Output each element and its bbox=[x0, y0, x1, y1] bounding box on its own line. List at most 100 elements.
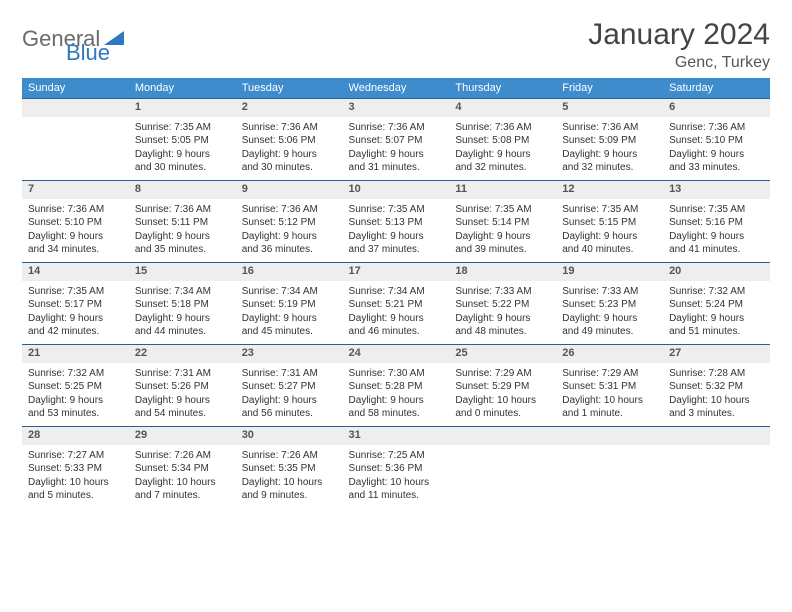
calendar-table: Sunday Monday Tuesday Wednesday Thursday… bbox=[22, 78, 770, 509]
day-ss: Sunset: 5:35 PM bbox=[242, 462, 337, 476]
day-number-cell: 21 bbox=[22, 345, 129, 363]
day-d1: Daylight: 10 hours bbox=[455, 394, 550, 408]
day-d1: Daylight: 9 hours bbox=[669, 312, 764, 326]
weekday-header: Tuesday bbox=[236, 78, 343, 99]
day-number-cell: 22 bbox=[129, 345, 236, 363]
day-d2: and 58 minutes. bbox=[349, 407, 444, 421]
day-data-row: Sunrise: 7:36 AM Sunset: 5:10 PM Daylight:… bbox=[22, 199, 770, 263]
day-ss: Sunset: 5:08 PM bbox=[455, 134, 550, 148]
day-d2: and 1 minute. bbox=[562, 407, 657, 421]
day-ss: Sunset: 5:10 PM bbox=[28, 216, 123, 230]
day-number-cell: 29 bbox=[129, 427, 236, 445]
day-d2: and 42 minutes. bbox=[28, 325, 123, 339]
day-data-cell: Sunrise: 7:31 AMSunset: 5:26 PMDaylight:… bbox=[129, 363, 236, 427]
day-sr: Sunrise: 7:36 AM bbox=[135, 203, 230, 217]
day-data-cell: Sunrise: 7:35 AMSunset: 5:16 PMDaylight:… bbox=[663, 199, 770, 263]
day-data-cell bbox=[663, 445, 770, 509]
day-sr: Sunrise: 7:28 AM bbox=[669, 367, 764, 381]
day-data-cell: Sunrise: 7:32 AMSunset: 5:24 PMDaylight:… bbox=[663, 281, 770, 345]
day-sr: Sunrise: 7:32 AM bbox=[669, 285, 764, 299]
day-data-cell: Sunrise: 7:33 AMSunset: 5:23 PMDaylight:… bbox=[556, 281, 663, 345]
day-data-cell bbox=[556, 445, 663, 509]
day-d2: and 31 minutes. bbox=[349, 161, 444, 175]
day-ss: Sunset: 5:21 PM bbox=[349, 298, 444, 312]
day-sr: Sunrise: 7:29 AM bbox=[562, 367, 657, 381]
day-d2: and 0 minutes. bbox=[455, 407, 550, 421]
day-sr: Sunrise: 7:33 AM bbox=[455, 285, 550, 299]
day-data-cell: Sunrise: 7:28 AMSunset: 5:32 PMDaylight:… bbox=[663, 363, 770, 427]
logo: General Blue bbox=[22, 18, 124, 52]
day-ss: Sunset: 5:09 PM bbox=[562, 134, 657, 148]
day-sr: Sunrise: 7:34 AM bbox=[135, 285, 230, 299]
day-ss: Sunset: 5:22 PM bbox=[455, 298, 550, 312]
daynum-row: 123456 bbox=[22, 99, 770, 117]
day-d1: Daylight: 9 hours bbox=[455, 312, 550, 326]
day-data-cell: Sunrise: 7:30 AMSunset: 5:28 PMDaylight:… bbox=[343, 363, 450, 427]
day-number-cell: 8 bbox=[129, 181, 236, 199]
day-d2: and 35 minutes. bbox=[135, 243, 230, 257]
day-ss: Sunset: 5:29 PM bbox=[455, 380, 550, 394]
day-number-cell: 12 bbox=[556, 181, 663, 199]
day-ss: Sunset: 5:19 PM bbox=[242, 298, 337, 312]
weekday-header: Monday bbox=[129, 78, 236, 99]
day-sr: Sunrise: 7:35 AM bbox=[669, 203, 764, 217]
daynum-row: 28293031 bbox=[22, 427, 770, 445]
day-d1: Daylight: 9 hours bbox=[562, 312, 657, 326]
day-d1: Daylight: 9 hours bbox=[242, 312, 337, 326]
day-data-cell: Sunrise: 7:36 AMSunset: 5:12 PMDaylight:… bbox=[236, 199, 343, 263]
day-sr: Sunrise: 7:36 AM bbox=[242, 121, 337, 135]
day-d1: Daylight: 9 hours bbox=[562, 148, 657, 162]
day-ss: Sunset: 5:34 PM bbox=[135, 462, 230, 476]
day-data-row: Sunrise: 7:35 AMSunset: 5:05 PMDaylight:… bbox=[22, 117, 770, 181]
day-ss: Sunset: 5:24 PM bbox=[669, 298, 764, 312]
day-d2: and 51 minutes. bbox=[669, 325, 764, 339]
day-d2: and 39 minutes. bbox=[455, 243, 550, 257]
day-number-cell: 9 bbox=[236, 181, 343, 199]
daynum-row: 78910111213 bbox=[22, 181, 770, 199]
day-number-cell bbox=[556, 427, 663, 445]
day-d2: and 32 minutes. bbox=[455, 161, 550, 175]
day-data-cell: Sunrise: 7:36 AMSunset: 5:10 PMDaylight:… bbox=[22, 199, 129, 263]
day-d2: and 30 minutes. bbox=[135, 161, 230, 175]
day-sr: Sunrise: 7:27 AM bbox=[28, 449, 123, 463]
day-number-cell: 19 bbox=[556, 263, 663, 281]
day-d1: Daylight: 9 hours bbox=[242, 230, 337, 244]
day-data-cell: Sunrise: 7:32 AMSunset: 5:25 PMDaylight:… bbox=[22, 363, 129, 427]
day-number-cell: 11 bbox=[449, 181, 556, 199]
day-d1: Daylight: 9 hours bbox=[28, 394, 123, 408]
day-sr: Sunrise: 7:35 AM bbox=[28, 285, 123, 299]
day-ss: Sunset: 5:28 PM bbox=[349, 380, 444, 394]
day-ss: Sunset: 5:32 PM bbox=[669, 380, 764, 394]
day-sr: Sunrise: 7:31 AM bbox=[135, 367, 230, 381]
day-number-cell: 7 bbox=[22, 181, 129, 199]
day-ss: Sunset: 5:17 PM bbox=[28, 298, 123, 312]
day-sr: Sunrise: 7:35 AM bbox=[455, 203, 550, 217]
day-d1: Daylight: 9 hours bbox=[349, 394, 444, 408]
day-d1: Daylight: 10 hours bbox=[562, 394, 657, 408]
day-d2: and 11 minutes. bbox=[349, 489, 444, 503]
day-sr: Sunrise: 7:34 AM bbox=[242, 285, 337, 299]
day-number-cell bbox=[22, 99, 129, 117]
day-ss: Sunset: 5:16 PM bbox=[669, 216, 764, 230]
day-sr: Sunrise: 7:26 AM bbox=[242, 449, 337, 463]
day-ss: Sunset: 5:36 PM bbox=[349, 462, 444, 476]
day-data-cell bbox=[449, 445, 556, 509]
day-d1: Daylight: 9 hours bbox=[135, 230, 230, 244]
day-data-cell: Sunrise: 7:35 AMSunset: 5:14 PMDaylight:… bbox=[449, 199, 556, 263]
day-number-cell: 13 bbox=[663, 181, 770, 199]
weekday-header: Saturday bbox=[663, 78, 770, 99]
day-number-cell: 27 bbox=[663, 345, 770, 363]
day-d2: and 3 minutes. bbox=[669, 407, 764, 421]
day-data-cell bbox=[22, 117, 129, 181]
calendar-body: 123456Sunrise: 7:35 AMSunset: 5:05 PMDay… bbox=[22, 99, 770, 509]
day-d2: and 40 minutes. bbox=[562, 243, 657, 257]
day-sr: Sunrise: 7:36 AM bbox=[455, 121, 550, 135]
day-d2: and 30 minutes. bbox=[242, 161, 337, 175]
day-d2: and 53 minutes. bbox=[28, 407, 123, 421]
day-d2: and 37 minutes. bbox=[349, 243, 444, 257]
day-ss: Sunset: 5:12 PM bbox=[242, 216, 337, 230]
day-ss: Sunset: 5:31 PM bbox=[562, 380, 657, 394]
day-d1: Daylight: 9 hours bbox=[669, 148, 764, 162]
day-number-cell: 24 bbox=[343, 345, 450, 363]
day-number-cell: 26 bbox=[556, 345, 663, 363]
